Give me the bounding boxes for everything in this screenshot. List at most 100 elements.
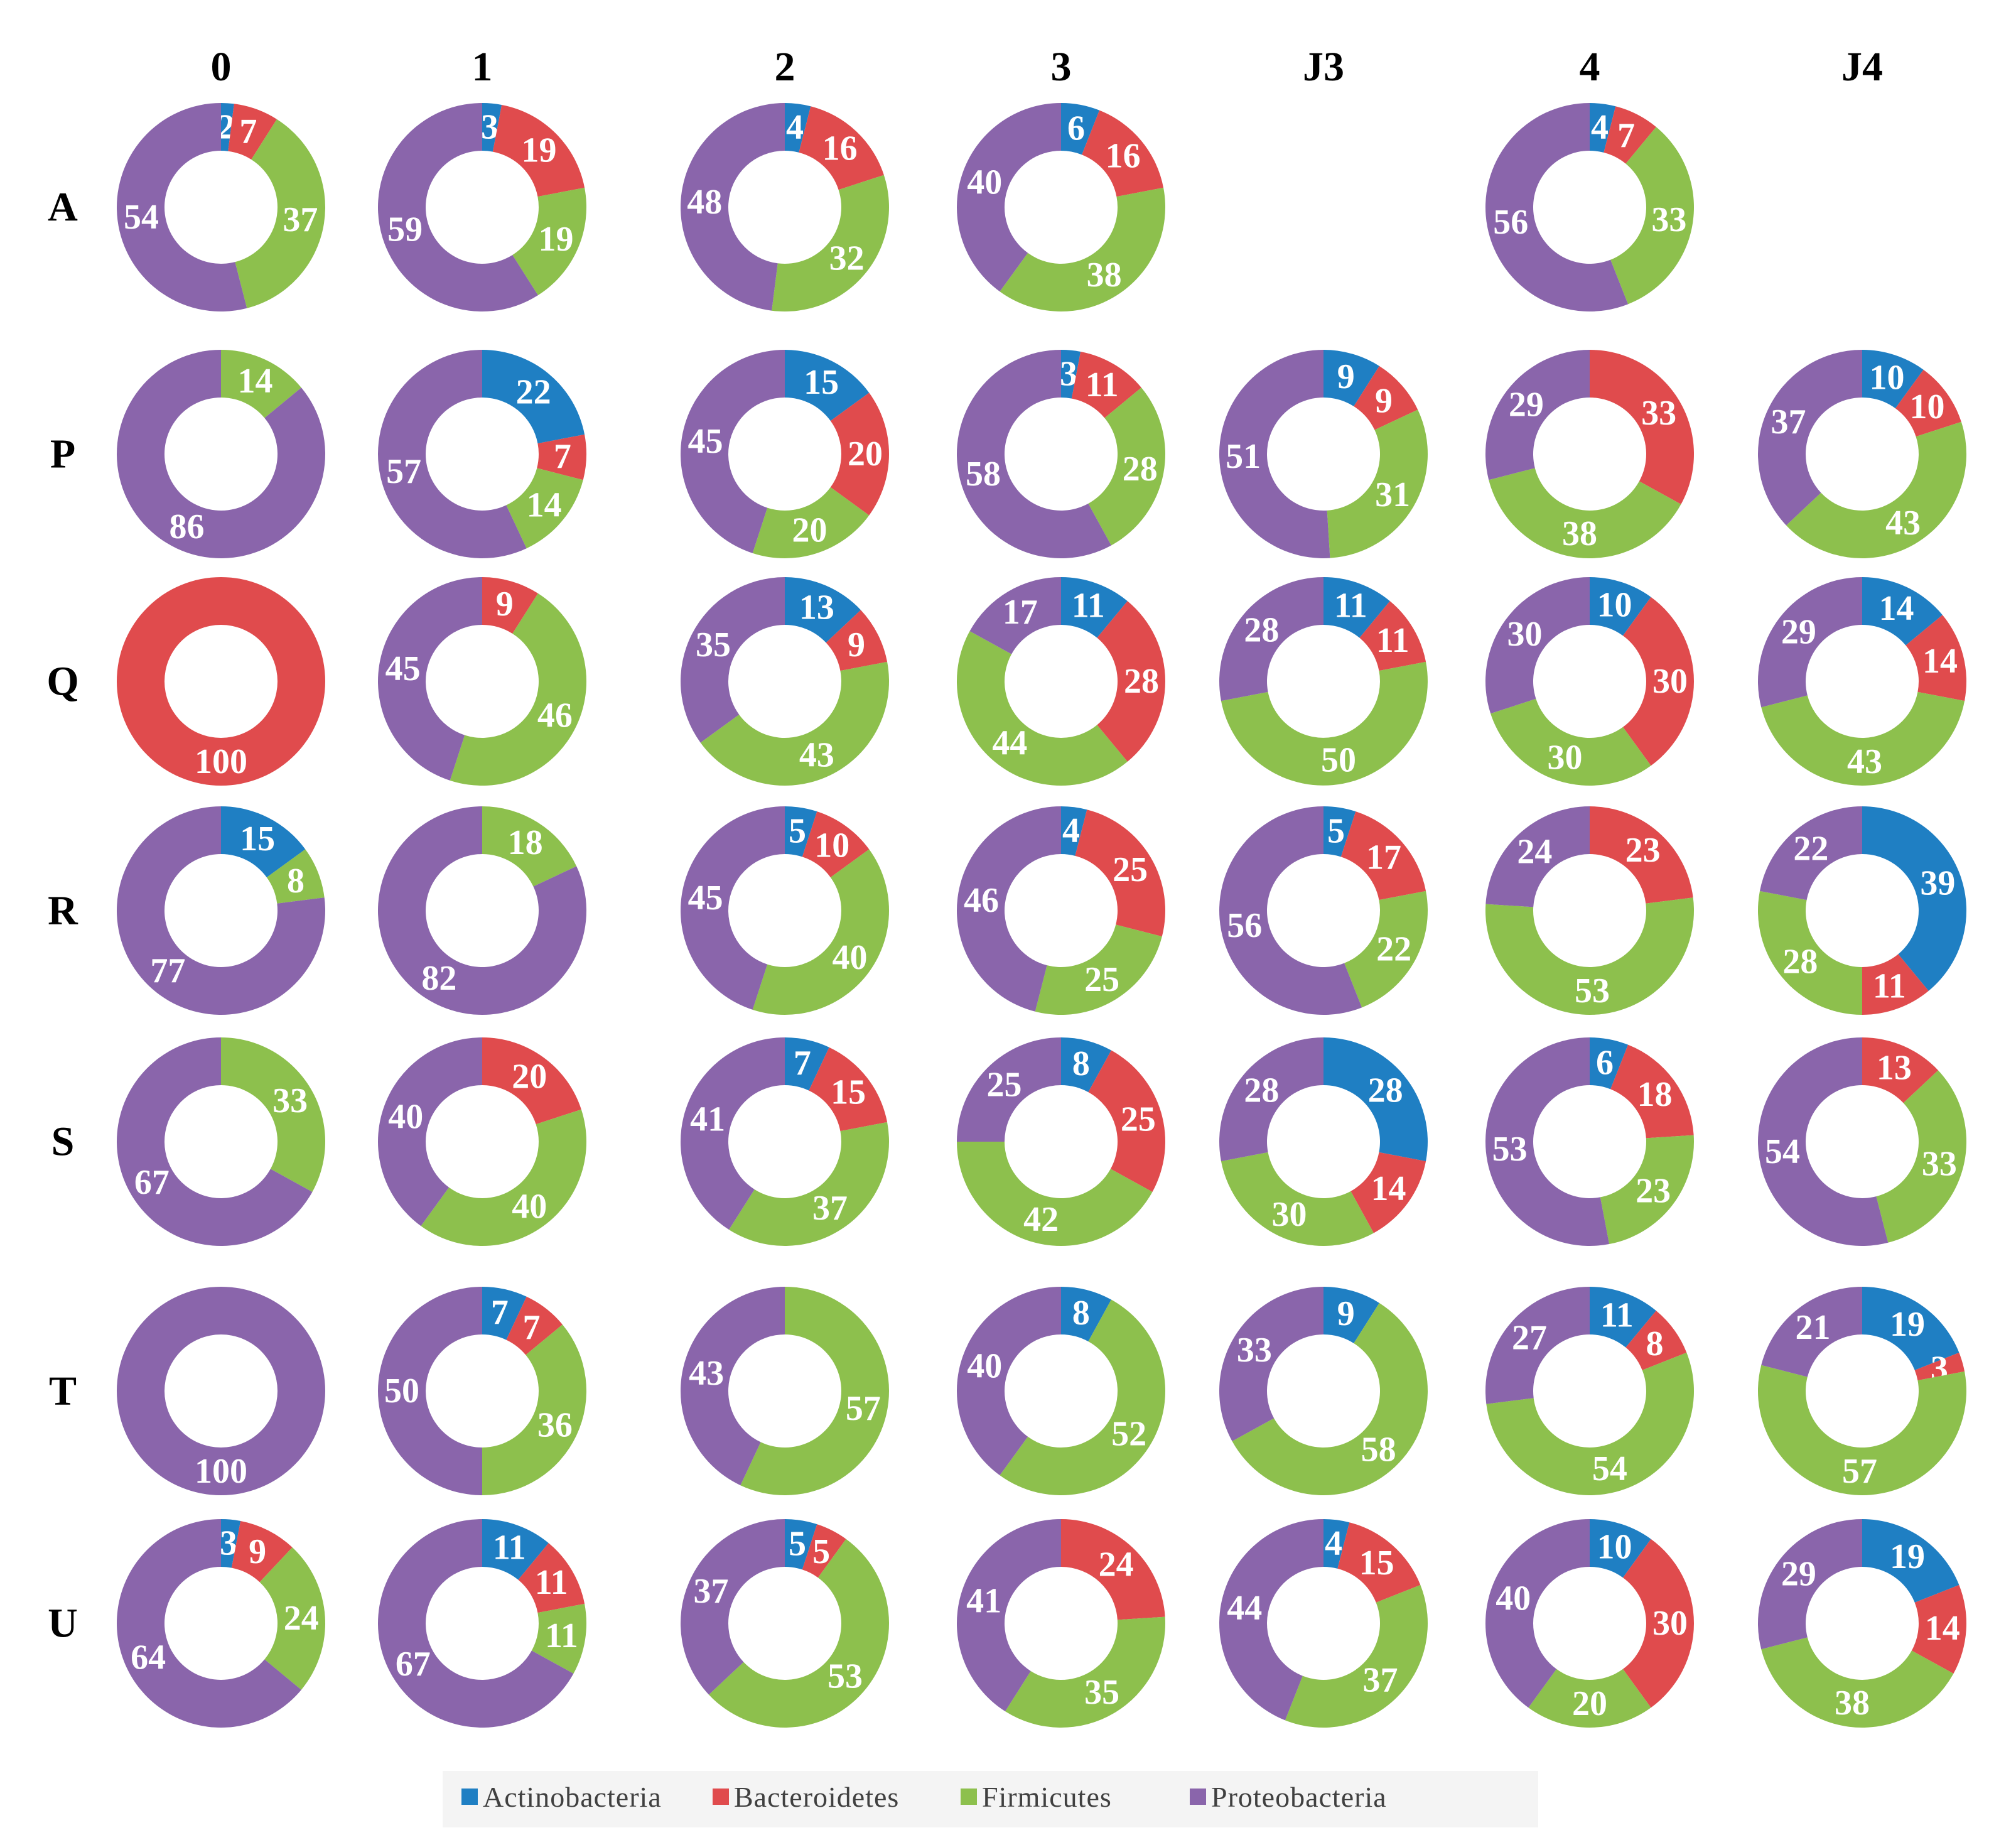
segment-proteobacteria [957, 1519, 1061, 1712]
segment-proteobacteria [957, 103, 1061, 292]
data-label-actinobacteria: 15 [240, 820, 275, 858]
data-label-firmicutes: 18 [508, 823, 543, 862]
data-label-firmicutes: 28 [1782, 943, 1818, 982]
segment-bacteroidetes [116, 576, 325, 786]
data-label-actinobacteria: 19 [1890, 1305, 1925, 1344]
data-label-actinobacteria: 10 [1597, 585, 1632, 624]
segment-proteobacteria [1485, 1287, 1590, 1404]
data-label-bacteroidetes: 16 [1106, 136, 1141, 175]
segment-actinobacteria [1061, 1287, 1111, 1342]
segment-bacteroidetes [1862, 1037, 1939, 1103]
data-label-bacteroidetes: 11 [535, 1563, 568, 1602]
donut-a-4: 4 7 33 56 [1485, 102, 1694, 312]
data-label-proteobacteria: 28 [1244, 610, 1279, 649]
data-label-proteobacteria: 29 [1509, 386, 1544, 425]
segment-actinobacteria [482, 350, 585, 444]
column-label-0: 0 [211, 44, 232, 90]
segment-firmicutes [221, 350, 301, 418]
data-label-proteobacteria: 35 [696, 625, 731, 664]
segment-firmicutes [235, 119, 325, 308]
segment-proteobacteria [957, 1287, 1061, 1476]
donut-p-0: 14 86 [117, 350, 325, 558]
data-label-proteobacteria: 82 [421, 959, 456, 998]
donut-r-2: 5 10 40 45 [680, 806, 890, 1015]
donut-q-1: 9 46 45 [378, 577, 586, 786]
segment-bacteroidetes [1622, 1539, 1694, 1708]
row-label-q: Q [46, 659, 78, 705]
data-label-proteobacteria: 22 [1793, 829, 1828, 868]
segment-bacteroidetes [826, 610, 888, 671]
data-label-proteobacteria: 29 [1781, 613, 1816, 652]
segment-firmicutes [1221, 661, 1428, 786]
data-label-actinobacteria: 4 [1325, 1524, 1342, 1563]
segment-firmicutes [1489, 468, 1681, 559]
data-label-proteobacteria: 40 [1496, 1579, 1531, 1618]
data-label-proteobacteria: 37 [694, 1572, 729, 1611]
data-label-actinobacteria: 11 [1072, 587, 1105, 625]
segment-firmicutes [729, 1122, 889, 1246]
data-label-bacteroidetes: 15 [1359, 1544, 1394, 1583]
data-label-bacteroidetes: 7 [522, 1308, 540, 1347]
segment-bacteroidetes [1350, 1152, 1426, 1233]
segment-actinobacteria [221, 1519, 241, 1568]
segment-bacteroidetes [1914, 1352, 1965, 1381]
data-label-proteobacteria: 57 [386, 452, 421, 491]
data-label-proteobacteria: 59 [387, 210, 423, 249]
row-label-u: U [48, 1601, 78, 1647]
data-label-actinobacteria: 15 [804, 363, 839, 402]
data-label-proteobacteria: 29 [1781, 1555, 1816, 1594]
segment-bacteroidetes [1622, 597, 1694, 766]
data-label-proteobacteria: 17 [1003, 593, 1038, 632]
segment-firmicutes [1876, 1070, 1966, 1243]
segment-bacteroidetes [830, 392, 889, 516]
donut-q-4: 10 30 30 30 [1485, 577, 1694, 786]
segment-actinobacteria [1862, 577, 1943, 646]
segment-bacteroidetes [799, 106, 884, 190]
data-label-firmicutes: 42 [1023, 1200, 1059, 1239]
data-label-firmicutes: 33 [1922, 1145, 1957, 1184]
row-label-s: S [51, 1119, 75, 1165]
segment-proteobacteria [377, 1037, 482, 1226]
data-label-proteobacteria: 67 [134, 1163, 170, 1202]
data-label-bacteroidetes: 23 [1625, 831, 1661, 870]
segment-proteobacteria [116, 806, 325, 1015]
data-label-firmicutes: 40 [512, 1188, 547, 1226]
segment-actinobacteria [1061, 1037, 1111, 1093]
data-label-bacteroidetes: 17 [1366, 838, 1401, 877]
segment-firmicutes [1285, 1584, 1428, 1728]
donut-u-2: 5 5 53 37 [680, 1519, 889, 1728]
data-label-actinobacteria: 14 [1879, 589, 1914, 628]
segment-proteobacteria [969, 577, 1061, 654]
donut-r-4: 23 53 24 [1485, 806, 1694, 1015]
data-label-proteobacteria: 40 [967, 1346, 1002, 1385]
segment-actinobacteria [785, 1519, 817, 1570]
donut-s-j4: 13 33 54 [1757, 1037, 1966, 1246]
segment-proteobacteria [681, 1037, 785, 1230]
segment-firmicutes [772, 175, 889, 311]
data-label-proteobacteria: 44 [1227, 1589, 1262, 1628]
segment-actinobacteria [221, 806, 306, 878]
segment-bacteroidetes [1911, 1584, 1967, 1674]
segment-actinobacteria [1862, 806, 1966, 991]
data-label-proteobacteria: 24 [1517, 833, 1552, 872]
segment-bacteroidetes [1354, 365, 1418, 430]
segment-actinobacteria [1061, 806, 1087, 856]
data-label-proteobacteria: 41 [966, 1581, 1001, 1620]
segment-bacteroidetes [1610, 1044, 1694, 1139]
legend-item-bacteroidetes: Bacteroidetes [713, 1781, 898, 1813]
data-label-firmicutes: 25 [1084, 960, 1119, 999]
segment-firmicutes [1344, 890, 1428, 1008]
segment-bacteroidetes [1088, 1050, 1165, 1192]
data-label-bacteroidetes: 11 [1873, 966, 1906, 1005]
segment-bacteroidetes [809, 1047, 888, 1132]
segment-firmicutes [740, 1287, 890, 1496]
data-label-bacteroidetes: 25 [1113, 850, 1148, 889]
data-label-bacteroidetes: 7 [554, 437, 571, 476]
segment-bacteroidetes [802, 811, 870, 878]
